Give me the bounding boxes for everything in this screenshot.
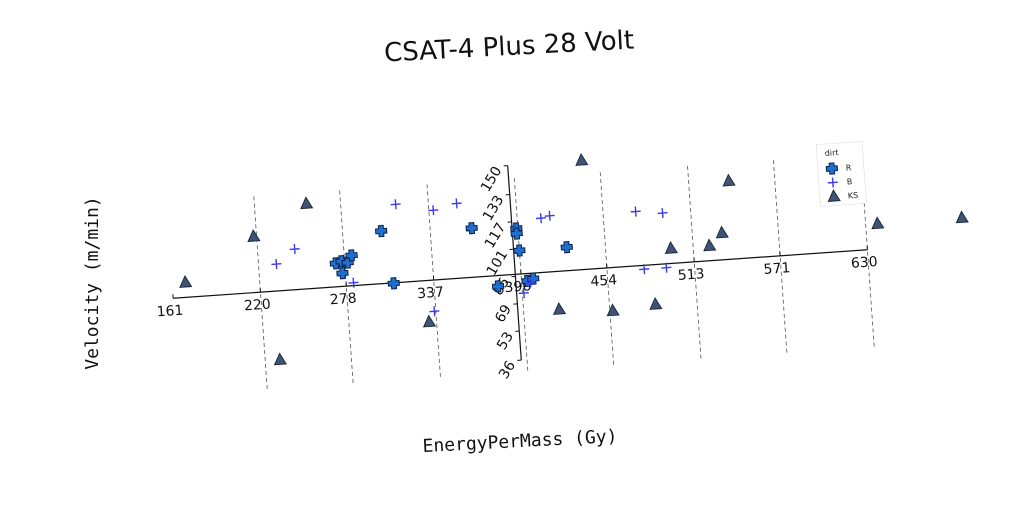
- x-axis-label: EnergyPerMass (Gy): [422, 426, 618, 457]
- point-b: [525, 277, 536, 288]
- point-b: [390, 199, 401, 210]
- point-ks: [722, 173, 736, 187]
- x-grid-line: [426, 184, 441, 378]
- point-b: [657, 208, 668, 219]
- point-b: [535, 213, 546, 224]
- x-grid-line: [599, 172, 615, 366]
- x-grid-line: [687, 166, 702, 360]
- x-grid-line: [513, 178, 529, 372]
- y-tick-label: 101: [484, 247, 511, 278]
- x-tick-label: 220: [243, 296, 271, 314]
- legend-box: [815, 141, 867, 207]
- point-ks: [703, 238, 717, 252]
- point-ks: [422, 314, 437, 328]
- point-b: [639, 264, 650, 275]
- axes: [172, 165, 868, 361]
- x-tick-label: 513: [677, 266, 705, 284]
- x-tick-label: 337: [417, 284, 445, 302]
- point-r: [465, 221, 478, 235]
- x-tick-label: 571: [763, 260, 791, 278]
- y-tick-label: 69: [492, 302, 515, 326]
- point-ks: [606, 303, 620, 317]
- point-b: [428, 205, 439, 216]
- legend-marker-b: [827, 177, 838, 188]
- point-r: [510, 227, 523, 240]
- point-b: [451, 198, 462, 209]
- point-b: [544, 210, 555, 221]
- point-b: [661, 262, 672, 273]
- legend-marker-r: [825, 162, 839, 175]
- legend-items: RB KS: [825, 162, 859, 202]
- point-ks: [955, 210, 969, 224]
- tick-labels: 1612202783373964545135716303653698510111…: [156, 164, 878, 382]
- legend-title: dirt: [824, 148, 838, 158]
- chart-title: CSAT-4 Plus 28 Volt: [383, 25, 634, 68]
- point-r: [491, 280, 505, 293]
- point-ks: [664, 241, 678, 254]
- x-axis-line: [173, 249, 868, 299]
- plot-area: 1612202783373964545135716303653698510111…: [156, 152, 969, 390]
- y-tick-label: 150: [478, 164, 505, 195]
- legend-label: KS: [848, 191, 859, 201]
- point-b: [518, 288, 529, 299]
- point-ks: [247, 229, 261, 242]
- point-b: [429, 306, 440, 317]
- x-grid-line: [860, 153, 875, 348]
- x-grid-line: [253, 196, 268, 390]
- point-r: [387, 277, 400, 290]
- legend-label: B: [847, 177, 853, 186]
- point-ks: [715, 225, 729, 239]
- x-tick-label: 161: [156, 303, 184, 321]
- point-r: [560, 241, 573, 254]
- x-grid-line: [772, 160, 788, 354]
- data-points: [179, 152, 969, 366]
- point-r: [374, 224, 388, 238]
- y-tick-label: 53: [494, 329, 517, 353]
- point-ks: [575, 152, 589, 166]
- y-axis-label: Velocity (m/min): [82, 196, 103, 369]
- point-ks: [179, 275, 193, 288]
- legend: dirt RB KS: [815, 141, 867, 207]
- y-tick-label: 117: [482, 220, 509, 251]
- y-tick-label: 36: [496, 358, 519, 382]
- x-tick-label: 278: [329, 290, 357, 308]
- point-r: [527, 272, 540, 285]
- point-b: [630, 206, 641, 217]
- y-tick-label: 133: [480, 193, 507, 224]
- legend-label: R: [846, 163, 853, 172]
- x-grid-line: [339, 190, 354, 384]
- point-r: [336, 266, 349, 280]
- point-ks: [871, 216, 885, 230]
- point-ks: [649, 297, 663, 310]
- x-tick-label: 630: [850, 254, 878, 272]
- x-tick-label: 454: [590, 272, 618, 290]
- point-b: [348, 277, 359, 288]
- point-b: [289, 244, 300, 255]
- point-ks: [552, 302, 567, 315]
- point-b: [271, 259, 282, 270]
- legend-marker-ks: [827, 189, 841, 202]
- point-ks: [273, 352, 288, 366]
- point-ks: [300, 196, 314, 210]
- grid-lines: [253, 153, 875, 390]
- y-axis-line: [507, 165, 522, 361]
- point-r: [513, 244, 526, 257]
- point-r: [345, 249, 358, 262]
